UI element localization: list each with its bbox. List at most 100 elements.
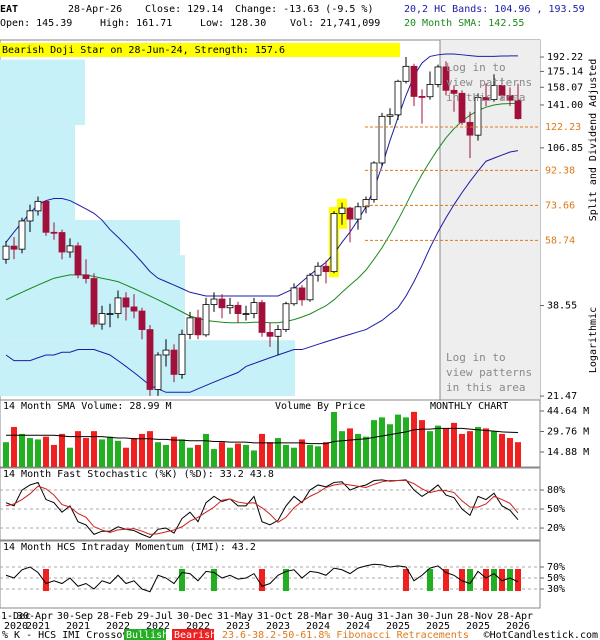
volume: Vol: 21,741,099: [290, 18, 380, 29]
candle-body: [10, 245, 18, 250]
panel-title: 14 Month HCS Intraday Momentum (IMI): 43…: [3, 542, 256, 553]
y-tick-label: 158.07: [547, 82, 583, 93]
x-tick-label: 30-Dec 2022: [177, 611, 219, 632]
bearish-crossover: [259, 569, 265, 591]
candle-body: [170, 349, 178, 375]
volume-bar: [139, 433, 145, 467]
bearish-crossover: [483, 569, 489, 591]
x-tick-label: 29-Jul 2022: [137, 611, 179, 632]
volume-bar: [355, 433, 361, 467]
volume-bar: [67, 447, 73, 467]
candle-body: [154, 354, 162, 390]
volume-bar: [339, 431, 345, 467]
volume-bar: [131, 438, 137, 467]
bearish-key: [172, 629, 214, 640]
x-tick-part: 2023: [266, 621, 290, 632]
login-notice: Log in to view patterns in this area: [446, 351, 533, 394]
x-tick-part: 30-Sep: [57, 611, 99, 622]
volume-bar: [27, 438, 33, 467]
candle-body: [202, 304, 210, 336]
candle-body: [338, 207, 346, 214]
indicator-line: [5, 150, 519, 393]
candle-body: [42, 200, 50, 233]
x-tick-part: 2022: [186, 621, 210, 632]
y-tick-label: 106.85: [547, 143, 583, 154]
low: Low: 128.30: [200, 18, 266, 29]
title-bg: [2, 469, 302, 480]
x-tick-part: 2022: [146, 621, 170, 632]
volume-bar: [51, 444, 57, 467]
y-tick-label: 50%: [547, 504, 565, 515]
candle-body: [330, 213, 338, 273]
close: Close: 129.14: [145, 4, 223, 15]
candle-body: [362, 199, 370, 208]
x-tick-part: 31-Oct: [257, 611, 299, 622]
candle-body: [82, 274, 90, 279]
candle-body: [498, 85, 506, 96]
candle-body: [266, 332, 274, 337]
x-tick-label: 31-Oct 2023: [257, 611, 299, 632]
x-tick-part: 2024: [306, 621, 330, 632]
candle-body: [66, 245, 74, 253]
candle-body: [34, 200, 42, 212]
title-bg: [2, 401, 172, 412]
fib-label: 58.74: [545, 235, 575, 246]
volume-bar: [251, 450, 257, 467]
x-tick-label: 28-Feb 2022: [97, 611, 139, 632]
x-tick-part: 28-Mar: [297, 611, 339, 622]
volume-bar: [467, 431, 473, 467]
volume-sma: [6, 427, 519, 445]
fib-label: 122.23: [545, 122, 581, 133]
volume-bar: [395, 414, 401, 467]
candle-body: [322, 265, 330, 273]
candle-body: [74, 245, 82, 276]
x-tick-label: 31-May 2023: [217, 611, 259, 632]
volume-bar: [267, 442, 273, 467]
candle-body: [26, 210, 34, 222]
candle-body: [50, 231, 58, 234]
change: Change: -13.63 (-9.5 %): [235, 4, 373, 15]
x-tick-label: 31-Dec 2020: [0, 611, 37, 632]
volume-bar: [499, 433, 505, 467]
candle-body: [490, 85, 498, 100]
x-tick-part: 2025: [386, 621, 410, 632]
x-tick-part: 2025: [426, 621, 450, 632]
y-tick-label: 20%: [547, 523, 565, 534]
candle-body: [242, 313, 250, 315]
panel-title: 14 Month Fast Stochastic (%K) (%D): 33.2…: [3, 469, 274, 480]
bullish-crossover: [491, 569, 497, 591]
x-tick-part: 30-Apr: [17, 611, 59, 622]
volume-bar: [331, 410, 337, 467]
candle-body: [194, 317, 202, 336]
fib-label: 92.38: [545, 165, 575, 176]
volume-bar: [107, 436, 113, 467]
volume-bar: [419, 420, 425, 467]
candle-body: [58, 232, 66, 253]
candle-body: [210, 298, 218, 305]
volume-bar: [363, 436, 369, 467]
volume-bar: [75, 431, 81, 467]
candle-body: [130, 306, 138, 312]
note: Split and Dividend Adjusted: [588, 59, 599, 222]
volume-by-price-bar: [0, 59, 85, 126]
bullish-key: [124, 629, 166, 640]
x-tick-label: 31-Jan 2025: [377, 611, 419, 632]
volume-bar: [83, 438, 89, 467]
y-tick-label: 29.76 M: [547, 426, 589, 437]
volume-bar: [491, 431, 497, 467]
panel-title: 14 Month SMA Volume: 28.99 M: [3, 401, 172, 412]
candle-body: [18, 220, 26, 250]
volume-bar: [35, 439, 41, 467]
candle-body: [466, 121, 474, 136]
bearish-crossover: [403, 569, 409, 591]
fib-label: 73.66: [545, 200, 575, 211]
candle-body: [122, 297, 130, 308]
candle-body: [218, 298, 226, 309]
volume-bar: [3, 442, 9, 467]
candle-body: [298, 287, 306, 301]
indicator-line: [5, 53, 519, 297]
title-box: [0, 43, 400, 57]
y-tick-label: 44.64 M: [547, 406, 589, 417]
candle-body: [162, 349, 170, 356]
